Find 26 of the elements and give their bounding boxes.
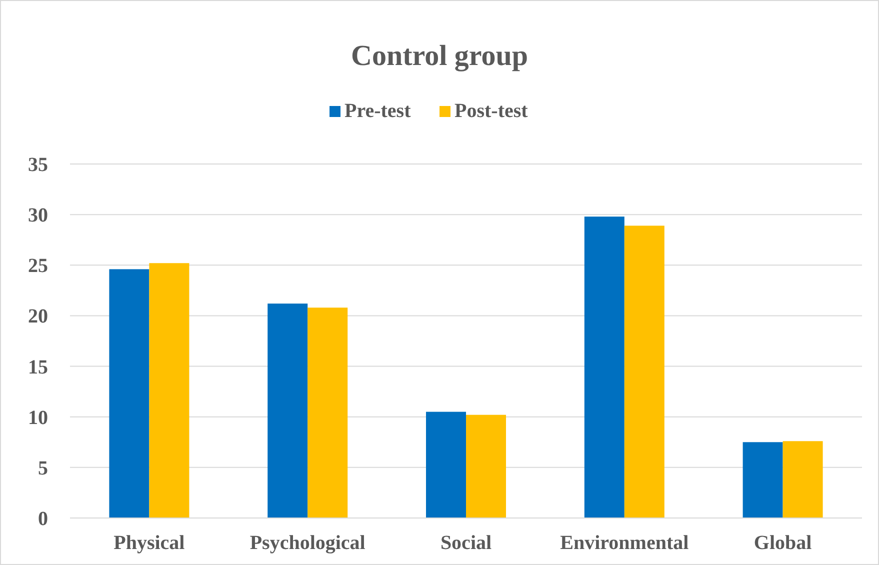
bar [742,442,783,518]
y-tick-label: 15 [28,356,48,378]
bar [584,216,624,518]
bar [466,414,506,518]
y-tick-label: 10 [28,406,48,429]
legend-label: Post-test [454,100,528,122]
y-tick-label: 20 [28,306,48,328]
x-tick-label: Physical [114,532,186,554]
x-tick-label: Psychological [250,532,366,554]
x-tick-label: Social [440,532,492,554]
bar [782,441,823,518]
legend-label: Pre-test [344,100,412,122]
y-tick-label: 0 [38,508,48,530]
bar [624,226,664,518]
y-tick-label: 30 [28,204,48,227]
y-tick-label: 25 [28,255,48,278]
bar [308,308,348,518]
x-tick-label: Environmental [560,532,690,554]
bar [149,263,190,518]
bar [268,304,308,518]
bar [426,412,466,518]
y-tick-label: 5 [38,457,48,480]
bar [109,269,150,518]
x-tick-label: Global [754,532,812,554]
chart-title: Control group [351,40,528,72]
y-tick-label: 35 [28,154,48,176]
